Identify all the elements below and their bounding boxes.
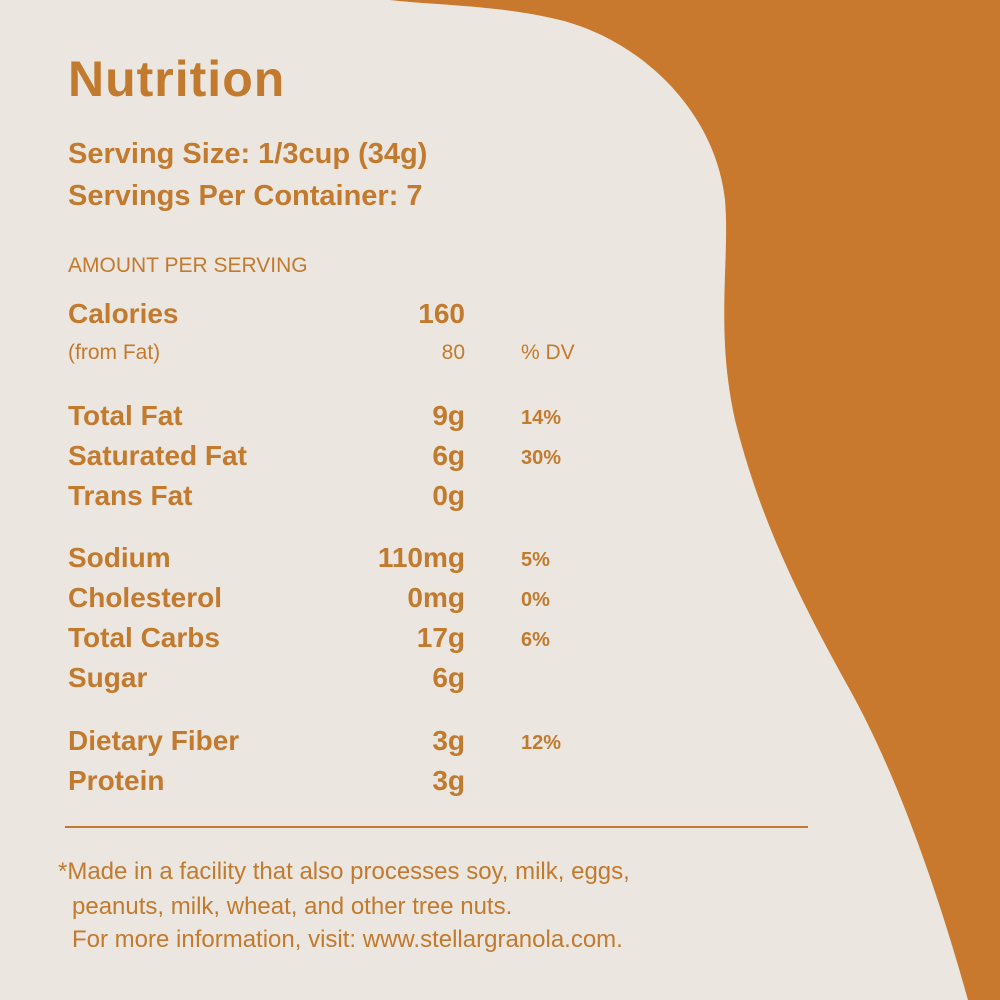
title: Nutrition <box>68 51 286 107</box>
nutrient-amount: 9g <box>432 400 465 431</box>
footnote-line: For more information, visit: www.stellar… <box>72 926 623 953</box>
calories-amount: 160 <box>418 298 465 329</box>
nutrient-amount: 0mg <box>407 582 465 613</box>
daily-value: 5% <box>521 549 550 571</box>
nutrient-amount: 6g <box>432 662 465 693</box>
nutrient-amount: 6g <box>432 440 465 471</box>
orange-blob <box>390 0 1000 1000</box>
nutrient-label: Dietary Fiber <box>68 725 240 756</box>
footnote-line: peanuts, milk, wheat, and other tree nut… <box>72 893 513 920</box>
nutrient-amount: 110mg <box>377 542 465 573</box>
amount-header: AMOUNT PER SERVING <box>68 254 308 277</box>
nutrient-amount: 3g <box>432 765 465 796</box>
from-fat-label: (from Fat) <box>68 341 161 364</box>
daily-value: 30% <box>521 447 562 469</box>
daily-value: 0% <box>521 589 550 611</box>
nutrient-amount: 3g <box>432 725 465 756</box>
from-fat-amount: 80 <box>441 341 465 364</box>
daily-value: 14% <box>521 407 562 429</box>
serving-size: Serving Size: 1/3cup (34g) <box>68 138 428 170</box>
calories-label: Calories <box>68 298 179 329</box>
servings-per-container: Servings Per Container: 7 <box>68 180 423 212</box>
nutrient-label: Sodium <box>68 542 171 573</box>
dv-header: % DV <box>521 341 575 364</box>
nutrient-label: Saturated Fat <box>68 440 247 471</box>
nutrient-label: Cholesterol <box>68 582 223 613</box>
nutrient-label: Trans Fat <box>68 480 193 511</box>
nutrient-amount: 17g <box>416 622 465 653</box>
footnote-line: *Made in a facility that also processes … <box>58 858 630 885</box>
daily-value: 6% <box>521 629 550 651</box>
nutrient-label: Sugar <box>68 662 148 693</box>
divider <box>65 826 808 828</box>
nutrient-amount: 0g <box>432 480 465 511</box>
nutrient-label: Total Carbs <box>68 622 220 653</box>
nutrient-label: Protein <box>68 765 165 796</box>
daily-value: 12% <box>521 732 562 754</box>
nutrient-label: Total Fat <box>68 400 183 431</box>
